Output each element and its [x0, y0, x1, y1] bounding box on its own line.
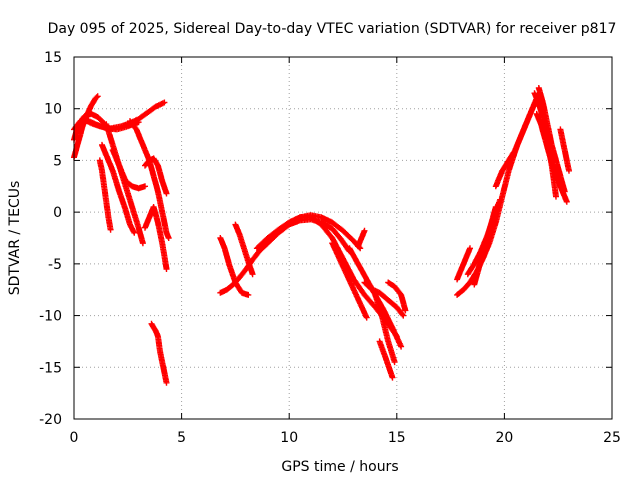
y-axis-label: SDTVAR / TECUs [7, 181, 23, 296]
series-marks [557, 126, 572, 174]
series-c7 [535, 85, 568, 195]
series-b5 [264, 214, 400, 340]
series-a5 [96, 157, 114, 233]
series-a10 [142, 155, 170, 197]
series-marks [148, 320, 170, 386]
series-marks [372, 291, 398, 366]
series-marks [96, 157, 114, 233]
series-c2 [454, 245, 473, 283]
y-tick-label: -20 [39, 412, 62, 428]
data-points [71, 85, 572, 386]
x-tick-label: 25 [603, 430, 621, 446]
series-c5 [492, 100, 538, 190]
series-a11 [142, 204, 170, 272]
series-marks [361, 279, 407, 319]
y-axis-ticks: -20 -15 -10 -5 0 5 10 15 [39, 50, 612, 428]
x-tick-label: 5 [177, 430, 186, 446]
series-b2 [217, 235, 252, 298]
series-marks [99, 141, 138, 236]
series-b10 [372, 291, 398, 366]
series-b12 [385, 279, 409, 314]
y-tick-label: 5 [53, 153, 62, 169]
series-marks [385, 279, 409, 314]
x-axis-label: GPS time / hours [281, 459, 398, 475]
series-marks [109, 147, 148, 192]
chart-title: Day 095 of 2025, Sidereal Day-to-day VTE… [48, 21, 617, 37]
series-marks [142, 204, 170, 272]
series-a6 [99, 141, 138, 236]
x-tick-label: 0 [70, 430, 79, 446]
y-tick-label: -10 [39, 309, 62, 325]
series-marks [232, 221, 256, 278]
series-b8 [355, 227, 368, 250]
series-b6 [329, 240, 370, 321]
x-tick-label: 10 [280, 430, 298, 446]
y-tick-label: -15 [39, 360, 62, 376]
series-marks [492, 100, 538, 190]
series-marks [376, 338, 396, 381]
y-tick-label: 15 [44, 50, 62, 66]
series-marks [329, 240, 370, 321]
series-marks [471, 204, 499, 288]
series-marks [535, 85, 568, 195]
x-axis-ticks: 0 5 10 15 20 25 [70, 57, 621, 446]
series-marks [454, 245, 473, 283]
plot-frame [73, 56, 613, 420]
series-b11 [376, 338, 396, 381]
y-tick-label: -5 [48, 257, 62, 273]
series-a12 [148, 320, 170, 386]
series-b9 [361, 279, 407, 319]
x-tick-label: 15 [388, 430, 406, 446]
series-marks [533, 110, 570, 205]
y-tick-label: 0 [53, 205, 62, 221]
series-marks [355, 227, 368, 250]
series-marks [142, 155, 170, 197]
series-c4 [471, 204, 499, 288]
series-b3 [232, 221, 256, 278]
series-c9 [557, 126, 572, 174]
series-marks [264, 214, 400, 340]
series-a8 [109, 147, 148, 192]
y-tick-label: 10 [44, 102, 62, 118]
series-c8 [533, 110, 570, 205]
series-marks [217, 235, 252, 298]
x-tick-label: 20 [495, 430, 513, 446]
